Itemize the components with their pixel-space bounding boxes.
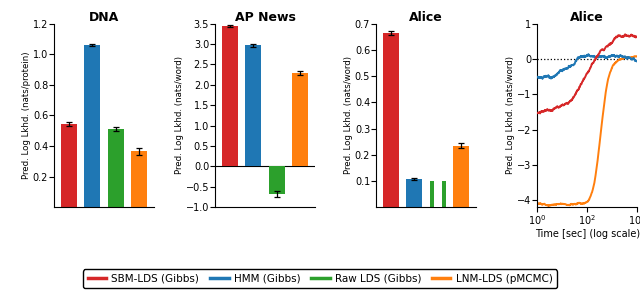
Bar (406, 179, 422, 207)
Y-axis label: Pred. Log Lkhd. (nats/protein): Pred. Log Lkhd. (nats/protein) (22, 52, 31, 179)
Bar (429, 181, 446, 207)
X-axis label: Time [sec] (log scale): Time [sec] (log scale) (534, 229, 639, 239)
Bar (269, 166, 285, 194)
Bar (84, 45, 100, 207)
Title: DNA: DNA (89, 11, 119, 24)
Y-axis label: Pred. Log Lkhd. (nats/word): Pred. Log Lkhd. (nats/word) (506, 57, 515, 174)
Y-axis label: Pred. Log Lkhd. (nats/word): Pred. Log Lkhd. (nats/word) (344, 57, 353, 174)
Bar (61, 124, 77, 207)
Bar (292, 73, 308, 166)
Bar (245, 45, 262, 166)
Title: Alice: Alice (570, 11, 604, 24)
Bar (108, 129, 124, 207)
Title: AP News: AP News (235, 11, 296, 24)
Legend: SBM-LDS (Gibbs), HMM (Gibbs), Raw LDS (Gibbs), LNM-LDS (pMCMC): SBM-LDS (Gibbs), HMM (Gibbs), Raw LDS (G… (83, 269, 557, 288)
Bar (434, 163, 442, 207)
Bar (383, 33, 399, 207)
Bar (222, 26, 238, 166)
Title: Alice: Alice (409, 11, 443, 24)
Bar (131, 151, 147, 207)
Y-axis label: Pred. Log Lkhd. (nats/word): Pred. Log Lkhd. (nats/word) (175, 57, 184, 174)
Bar (453, 146, 469, 207)
